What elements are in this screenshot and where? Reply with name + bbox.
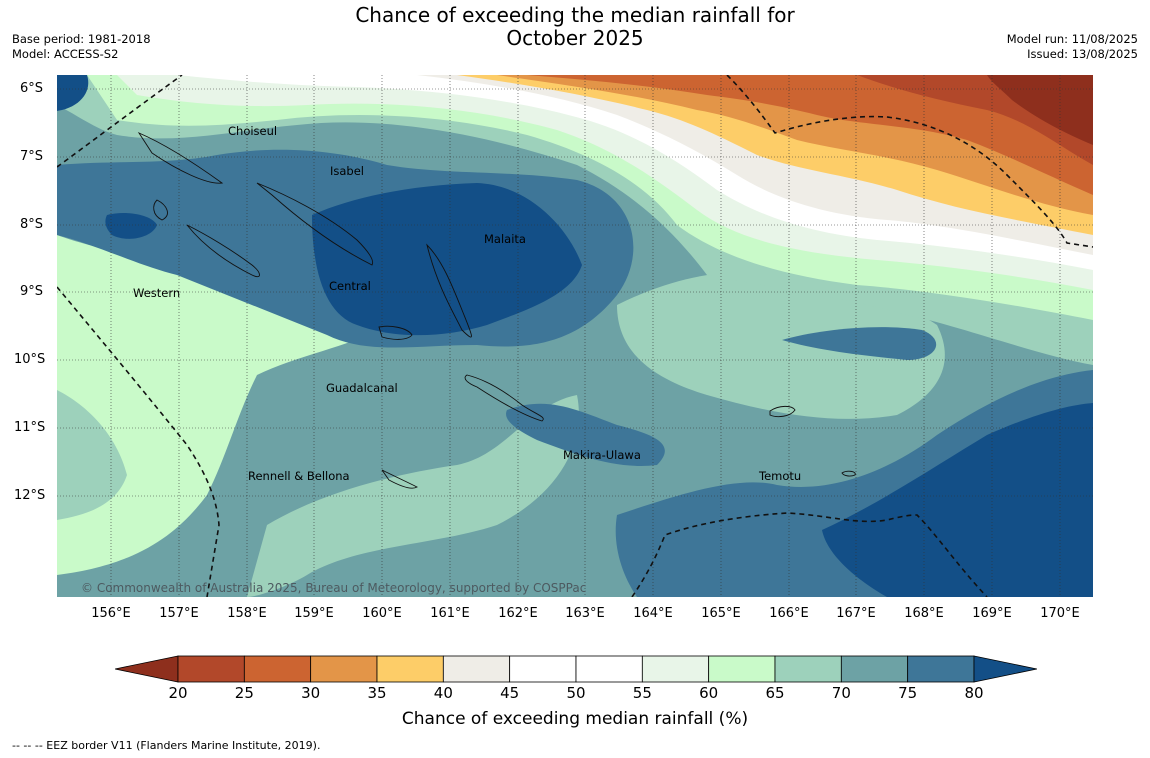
colorbar-tick-label: 40 xyxy=(433,684,453,702)
place-isabel: Isabel xyxy=(330,164,365,178)
band-25-30 xyxy=(527,75,1093,195)
lon-label-160e: 160°E xyxy=(362,606,402,621)
eez-border xyxy=(57,75,1093,597)
colorbar-cell xyxy=(310,655,378,683)
colorbar-tick-label: 20 xyxy=(168,684,188,702)
colorbar-tick-label: 45 xyxy=(500,684,520,702)
colorbar-cell xyxy=(509,655,577,683)
colorbar-cell xyxy=(442,655,511,683)
lat-label-8s: 8°S xyxy=(20,217,44,232)
copyright-notice: © Commonwealth of Australia 2025, Bureau… xyxy=(81,581,587,595)
colorbar-tick-label: 70 xyxy=(831,684,851,702)
place-makira-ulawa: Makira-Ulawa xyxy=(563,448,641,462)
colorbar-tick-label: 65 xyxy=(765,684,785,702)
colorbar-label: Chance of exceeding median rainfall (%) xyxy=(401,709,749,729)
lat-label-10s: 10°S xyxy=(14,352,46,367)
colorbar-cell xyxy=(177,655,245,683)
issued-date: Issued: 13/08/2025 xyxy=(1027,47,1138,61)
place-rennell-bellona: Rennell & Bellona xyxy=(248,469,350,483)
colorbar-cell xyxy=(840,655,909,683)
title-line-1: Chance of exceeding the median rainfall … xyxy=(355,3,795,27)
lon-label-169e: 169°E xyxy=(972,606,1012,621)
lat-label-12s: 12°S xyxy=(14,488,46,503)
colorbar xyxy=(115,655,1037,683)
model-run: Model run: 11/08/2025 xyxy=(1006,32,1138,46)
lon-label-156e: 156°E xyxy=(91,606,131,621)
lon-label-161e: 161°E xyxy=(430,606,470,621)
lon-label-168e: 168°E xyxy=(904,606,944,621)
lon-label-167e: 167°E xyxy=(836,606,876,621)
lat-label-7s: 7°S xyxy=(20,149,44,164)
colorbar-extend-high xyxy=(973,655,1037,683)
lon-label-162e: 162°E xyxy=(498,606,538,621)
band-above-80-east xyxy=(822,403,1093,597)
lon-label-159e: 159°E xyxy=(294,606,334,621)
band-above-80-west xyxy=(105,213,157,239)
lon-label-164e: 164°E xyxy=(633,606,673,621)
band-65-70-southwest xyxy=(57,390,579,597)
colorbar-cell xyxy=(575,655,643,683)
colorbar-cell xyxy=(907,655,975,683)
place-temotu: Temotu xyxy=(759,469,802,483)
place-central: Central xyxy=(329,279,371,293)
graticule xyxy=(57,75,1093,597)
lat-label-6s: 6°S xyxy=(20,81,44,96)
colorbar-tick-label: 80 xyxy=(964,684,984,702)
band-75-80-east-small xyxy=(782,327,937,360)
place-malaita: Malaita xyxy=(484,232,526,246)
band-above-80-central xyxy=(312,183,582,336)
place-guadalcanal: Guadalcanal xyxy=(326,381,398,395)
colorbar-cell xyxy=(708,655,776,683)
colorbar-tick-label: 50 xyxy=(566,684,586,702)
band-75-80-mid xyxy=(506,403,665,466)
band-above-80-nw xyxy=(57,75,89,111)
title-line-2: October 2025 xyxy=(506,26,644,50)
lon-label-166e: 166°E xyxy=(769,606,809,621)
lon-label-157e: 157°E xyxy=(159,606,199,621)
colorbar-tick-label: 75 xyxy=(898,684,918,702)
model-name: Model: ACCESS-S2 xyxy=(12,47,119,61)
band-below-20 xyxy=(987,75,1093,145)
lon-label-158e: 158°E xyxy=(227,606,267,621)
metadata-right: Model run: 11/08/2025 Issued: 13/08/2025 xyxy=(1007,32,1138,62)
lon-label-163e: 163°E xyxy=(565,606,605,621)
colorbar-extend-low xyxy=(115,655,179,683)
eez-legend-note: -- -- -- EEZ border V11 (Flanders Marine… xyxy=(12,739,321,752)
colorbar-cell xyxy=(376,655,444,683)
colorbar-tick-label: 60 xyxy=(699,684,719,702)
colorbar-tick-label: 55 xyxy=(632,684,652,702)
lat-label-9s: 9°S xyxy=(20,284,44,299)
map-title: Chance of exceeding the median rainfall … xyxy=(0,4,1150,50)
colorbar-tick-label: 30 xyxy=(301,684,321,702)
place-western: Western xyxy=(133,286,181,300)
band-65-70-central xyxy=(617,271,945,419)
colorbar-cell xyxy=(641,655,710,683)
colorbar-tick-label: 25 xyxy=(234,684,254,702)
place-choiseul: Choiseul xyxy=(228,124,278,138)
colorbar-tick-label: 35 xyxy=(367,684,387,702)
coastlines xyxy=(137,132,856,489)
colorbar-cell xyxy=(774,655,842,683)
rainfall-probability-map xyxy=(57,75,1093,597)
base-period: Base period: 1981-2018 xyxy=(12,32,151,46)
colorbar-cell xyxy=(243,655,312,683)
lat-label-11s: 11°S xyxy=(14,420,46,435)
lon-label-170e: 170°E xyxy=(1040,606,1080,621)
lon-label-165e: 165°E xyxy=(701,606,741,621)
metadata-left: Base period: 1981-2018 Model: ACCESS-S2 xyxy=(12,32,151,62)
